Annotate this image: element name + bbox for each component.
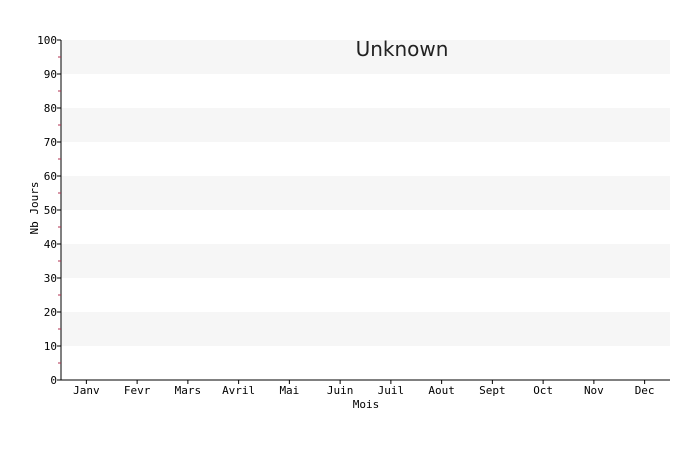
grid-band (61, 108, 670, 142)
x-tick-label: Sept (479, 384, 506, 397)
y-axis: 0 10 20 30 40 50 60 70 80 90 100 (37, 34, 62, 387)
y-tick-label: 50 (44, 204, 57, 217)
y-tick-label: 40 (44, 238, 57, 251)
background-bands (61, 40, 670, 346)
y-tick-label: 10 (44, 340, 57, 353)
x-tick-label: Mars (175, 384, 202, 397)
grid-band (61, 244, 670, 278)
x-tick-label: Juin (327, 384, 354, 397)
x-tick-label: Avril (222, 384, 255, 397)
grid-band (61, 176, 670, 210)
y-tick-label: 100 (37, 34, 57, 47)
chart-title: Unknown (356, 37, 449, 61)
x-tick-label: Aout (428, 384, 455, 397)
x-tick-label: Mai (279, 384, 299, 397)
y-tick-label: 0 (50, 374, 57, 387)
x-tick-label: Janv (73, 384, 100, 397)
y-tick-label: 90 (44, 68, 57, 81)
y-tick-label: 20 (44, 306, 57, 319)
grid-band (61, 312, 670, 346)
x-tick-label: Oct (533, 384, 553, 397)
y-tick-label: 80 (44, 102, 57, 115)
y-tick-label: 60 (44, 170, 57, 183)
y-axis-label: Nb Jours (28, 182, 41, 235)
y-tick-label: 70 (44, 136, 57, 149)
x-axis: Janv Fevr Mars Avril Mai Juin Juil Aout Sept Oct N… (61, 379, 670, 397)
x-tick-label: Dec (635, 384, 655, 397)
grid-band (61, 40, 670, 74)
x-axis-label: Mois (353, 398, 380, 411)
x-tick-label: Nov (584, 384, 604, 397)
x-tick-label: Juil (378, 384, 405, 397)
x-tick-label: Fevr (124, 384, 151, 397)
y-tick-label: 30 (44, 272, 57, 285)
